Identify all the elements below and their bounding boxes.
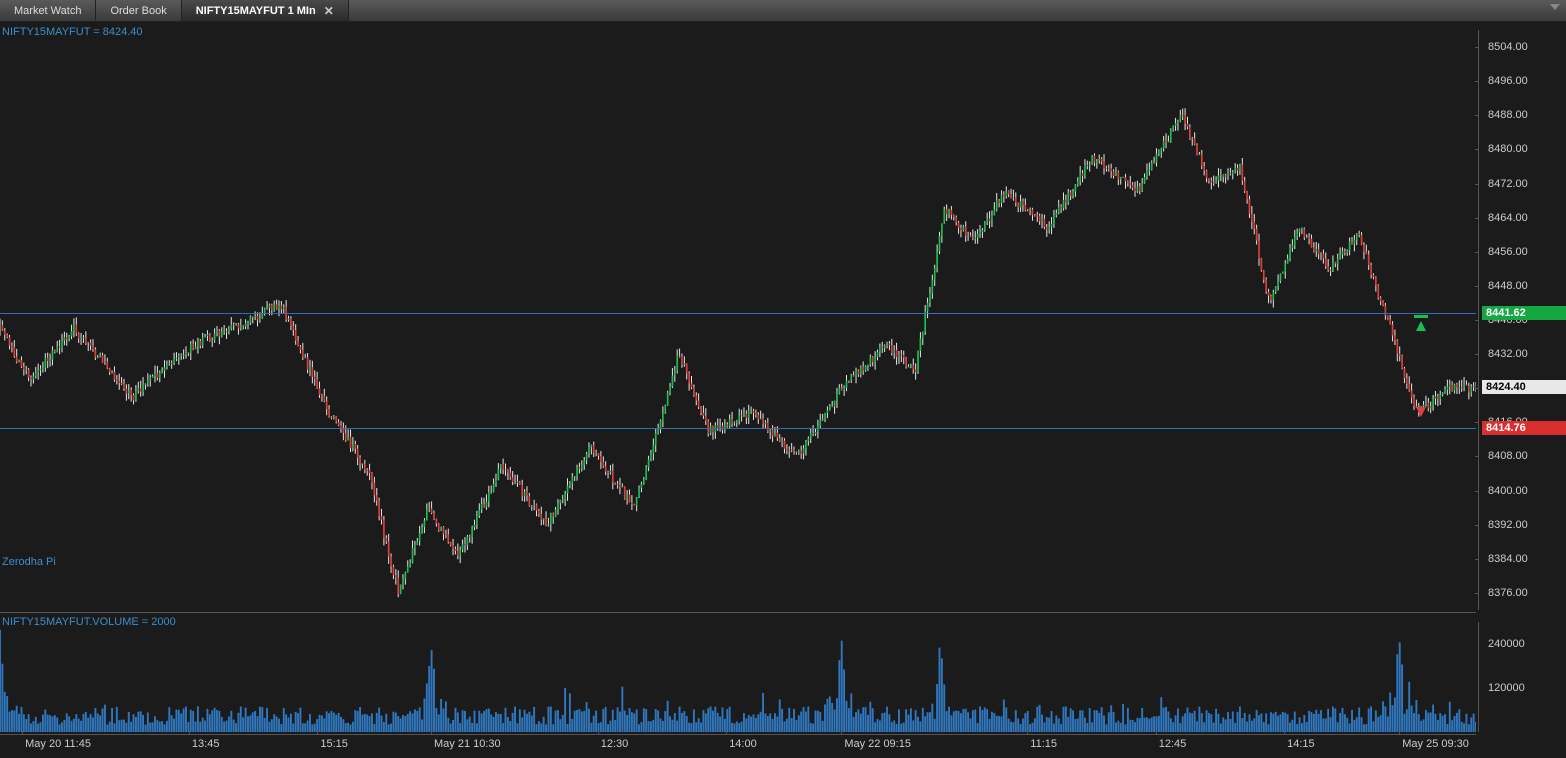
candlestick-chart [0,30,1476,610]
ytick: 8480.00 [1482,143,1566,155]
xtick: 12:30 [601,738,629,750]
tab-nifty15mayfut-1-min[interactable]: NIFTY15MAYFUT 1 MIn ✕ [182,0,349,21]
arrow-down-icon [1416,407,1426,417]
price-tag: 8424.40 [1482,380,1566,394]
tab-overflow-dropdown[interactable] [1550,4,1560,10]
watermark-label: Zerodha Pi [2,556,56,568]
tab-label: NIFTY15MAYFUT 1 MIn [196,5,316,17]
volume-panel[interactable] [0,622,1476,732]
ytick: 8456.00 [1482,246,1566,258]
arrow-up-icon [1416,321,1426,331]
ytick: 8504.00 [1482,41,1566,53]
ytick: 8496.00 [1482,75,1566,87]
ytick: 8448.00 [1482,280,1566,292]
tab-order-book[interactable]: Order Book [96,0,181,21]
horizontal-line[interactable] [0,313,1476,314]
xtick: May 20 11:45 [25,738,91,750]
ytick: 8384.00 [1482,553,1566,565]
tab-label: Market Watch [14,5,81,17]
tab-market-watch[interactable]: Market Watch [0,0,96,21]
price-panel[interactable] [0,30,1476,610]
instrument-label: NIFTY15MAYFUT = 8424.40 [2,26,143,38]
ytick: 8472.00 [1482,178,1566,190]
xtick: 11:15 [1030,738,1057,750]
xtick: May 25 09:30 [1402,738,1469,750]
xtick: May 21 10:30 [434,738,501,750]
horizontal-line[interactable] [0,428,1476,429]
price-tag: 8414.76 [1482,421,1566,435]
ytick: 240000 [1482,638,1566,650]
xtick: 15:15 [320,738,348,750]
volume-label: NIFTY15MAYFUT.VOLUME = 2000 [2,616,176,628]
tab-bar: Market Watch Order Book NIFTY15MAYFUT 1 MI… [0,0,1566,22]
xtick: 14:00 [729,738,757,750]
xtick: May 22 09:15 [844,738,911,750]
chart-area[interactable]: NIFTY15MAYFUT = 8424.40 Zerodha Pi NIFTY… [0,22,1566,758]
panel-separator [0,612,1476,613]
ytick: 8392.00 [1482,519,1566,531]
ytick: 8400.00 [1482,485,1566,497]
xtick: 14:15 [1287,738,1315,750]
close-icon[interactable]: ✕ [324,4,334,18]
volume-axis: 120000 240000 [1478,622,1566,732]
ytick: 8408.00 [1482,450,1566,462]
marker-dash [1414,315,1428,318]
ytick: 8432.00 [1482,348,1566,360]
ytick: 8464.00 [1482,212,1566,224]
tab-label: Order Book [110,5,166,17]
xtick: 13:45 [192,738,220,750]
ytick: 8376.00 [1482,587,1566,599]
xtick: 12:45 [1159,738,1187,750]
ytick: 120000 [1482,682,1566,694]
price-tag: 8441.62 [1482,306,1566,320]
volume-chart [0,622,1476,732]
time-axis: May 20 11:45 13:45 15:15 May 21 10:30 12:30 1… [0,734,1476,758]
price-axis: 8376.008384.008392.008400.008408.008416.… [1478,30,1566,610]
ytick: 8488.00 [1482,109,1566,121]
